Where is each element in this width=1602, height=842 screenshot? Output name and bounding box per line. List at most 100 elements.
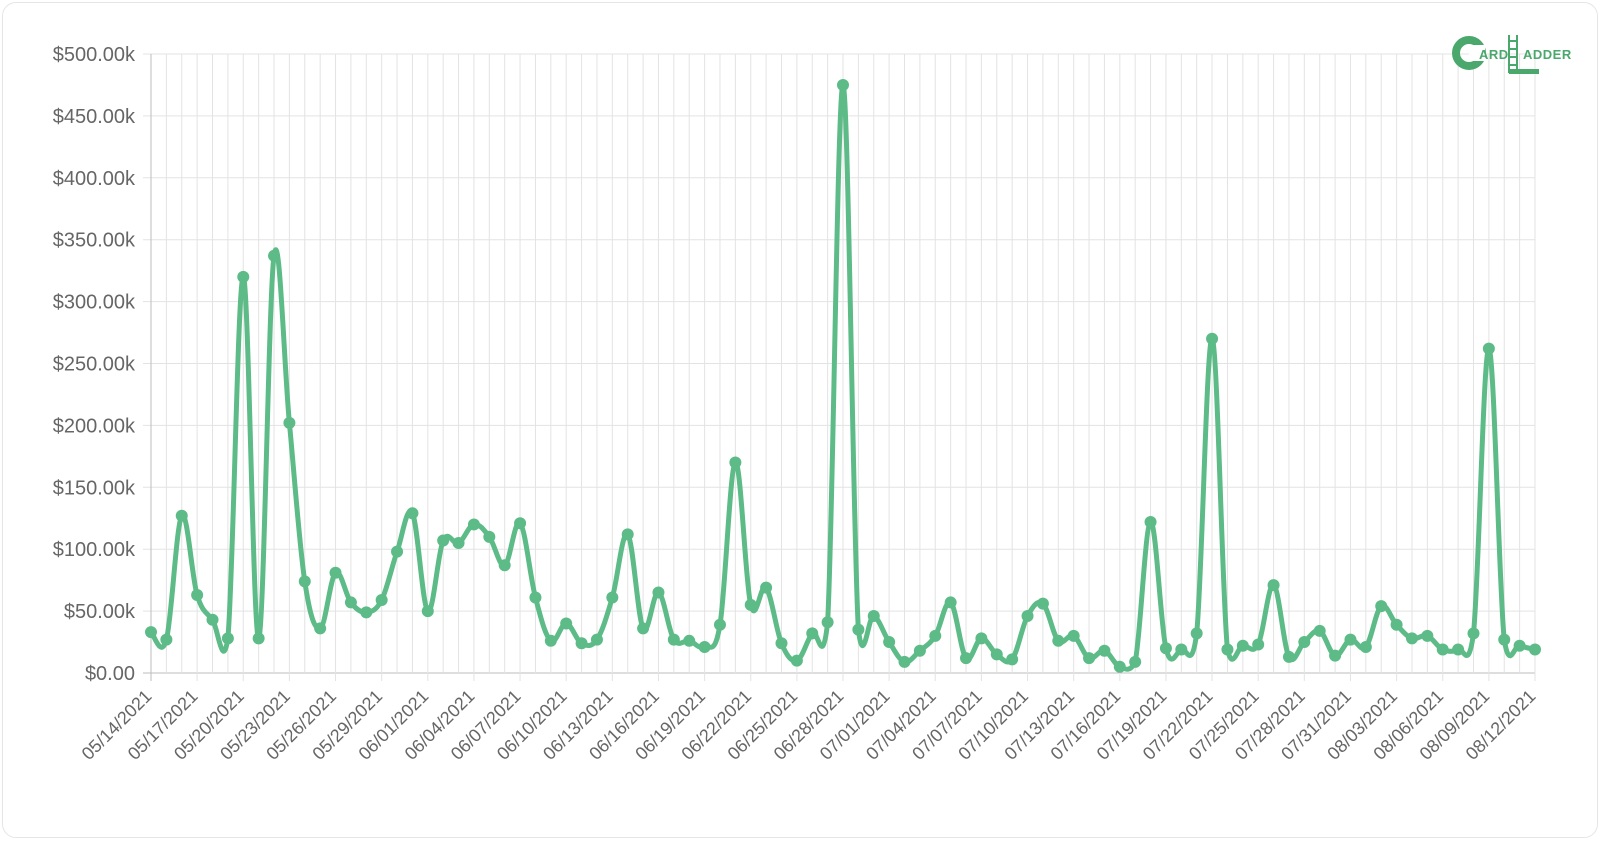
data-point[interactable] — [268, 249, 281, 262]
data-point[interactable] — [283, 416, 296, 429]
data-point[interactable] — [790, 654, 803, 667]
data-point[interactable] — [1175, 643, 1188, 656]
logo-icon — [1452, 35, 1539, 74]
data-point[interactable] — [191, 589, 204, 602]
data-point[interactable] — [975, 632, 988, 645]
y-tick-label: $450.00k — [53, 106, 136, 128]
data-point[interactable] — [1236, 639, 1249, 652]
data-point[interactable] — [1021, 610, 1034, 623]
data-point[interactable] — [621, 528, 634, 541]
y-tick-label: $400.00k — [53, 168, 136, 190]
data-point[interactable] — [314, 622, 327, 635]
data-point[interactable] — [1252, 638, 1265, 651]
data-point[interactable] — [1513, 639, 1526, 652]
data-point[interactable] — [1282, 650, 1295, 663]
data-point[interactable] — [960, 652, 973, 665]
data-point[interactable] — [1006, 653, 1019, 666]
data-point[interactable] — [175, 509, 188, 522]
data-point[interactable] — [375, 593, 388, 606]
data-point[interactable] — [252, 632, 265, 645]
data-point[interactable] — [1267, 579, 1280, 592]
data-point[interactable] — [867, 610, 880, 623]
data-point[interactable] — [560, 617, 573, 630]
data-point[interactable] — [1036, 597, 1049, 610]
data-point[interactable] — [1298, 636, 1311, 649]
data-point[interactable] — [775, 637, 788, 650]
data-point[interactable] — [606, 591, 619, 604]
data-point[interactable] — [990, 648, 1003, 661]
data-point[interactable] — [1113, 660, 1126, 673]
data-point[interactable] — [406, 507, 419, 520]
data-point[interactable] — [1390, 618, 1403, 631]
data-point[interactable] — [1144, 515, 1157, 528]
data-point[interactable] — [498, 559, 511, 572]
data-point[interactable] — [1529, 643, 1541, 656]
data-point[interactable] — [529, 591, 542, 604]
data-point[interactable] — [467, 518, 480, 531]
data-point[interactable] — [1313, 624, 1326, 637]
data-point[interactable] — [1098, 644, 1111, 657]
data-point[interactable] — [1083, 652, 1096, 665]
data-point[interactable] — [898, 655, 911, 668]
data-point[interactable] — [729, 456, 742, 469]
data-point[interactable] — [1421, 629, 1434, 642]
data-point[interactable] — [1329, 649, 1342, 662]
data-point[interactable] — [344, 596, 357, 609]
data-point[interactable] — [913, 644, 926, 657]
y-tick-label: $0.00 — [85, 663, 135, 685]
data-point[interactable] — [590, 633, 603, 646]
data-point[interactable] — [637, 622, 650, 635]
y-tick-label: $500.00k — [53, 44, 136, 66]
data-point[interactable] — [1482, 342, 1495, 355]
data-point[interactable] — [652, 586, 665, 599]
data-point[interactable] — [1375, 600, 1388, 613]
data-point[interactable] — [329, 566, 342, 579]
data-point[interactable] — [806, 627, 819, 640]
data-point[interactable] — [452, 537, 465, 550]
data-point[interactable] — [821, 616, 834, 629]
data-point[interactable] — [514, 517, 527, 530]
data-point[interactable] — [713, 618, 726, 631]
data-point[interactable] — [437, 534, 450, 547]
data-point[interactable] — [206, 613, 219, 626]
data-point[interactable] — [698, 641, 711, 654]
data-point[interactable] — [944, 596, 957, 609]
data-point[interactable] — [391, 545, 404, 558]
data-point[interactable] — [1190, 627, 1203, 640]
data-point[interactable] — [1206, 332, 1219, 345]
data-point[interactable] — [221, 632, 234, 645]
logo-text-right: ADDER — [1523, 47, 1572, 62]
data-point[interactable] — [237, 270, 250, 283]
data-point[interactable] — [1498, 633, 1511, 646]
data-point[interactable] — [575, 637, 588, 650]
data-point[interactable] — [837, 78, 849, 91]
data-point[interactable] — [852, 623, 865, 636]
data-point[interactable] — [360, 606, 373, 619]
data-point[interactable] — [483, 530, 496, 543]
data-point[interactable] — [1159, 642, 1172, 655]
data-point[interactable] — [145, 626, 157, 639]
data-point[interactable] — [883, 636, 896, 649]
data-point[interactable] — [1452, 643, 1465, 656]
data-point[interactable] — [298, 575, 311, 588]
data-point[interactable] — [1067, 629, 1080, 642]
data-point[interactable] — [1052, 634, 1065, 647]
data-point[interactable] — [1221, 643, 1234, 656]
cardladder-logo: ARD ADDER — [1451, 31, 1581, 79]
data-point[interactable] — [744, 598, 757, 611]
data-point[interactable] — [1344, 633, 1357, 646]
data-point[interactable] — [1129, 655, 1142, 668]
data-point[interactable] — [160, 633, 173, 646]
data-point[interactable] — [544, 634, 557, 647]
data-point[interactable] — [1359, 641, 1372, 654]
data-point[interactable] — [929, 629, 942, 642]
data-point[interactable] — [667, 633, 680, 646]
data-point[interactable] — [683, 634, 696, 647]
data-point[interactable] — [760, 581, 773, 594]
data-point[interactable] — [1436, 643, 1449, 656]
data-point[interactable] — [1467, 627, 1480, 640]
price-line-chart: $0.00 $50.00k $100.00k $150.00k $200.00k $250… — [53, 44, 1541, 764]
data-point[interactable] — [1405, 632, 1418, 645]
data-point[interactable] — [421, 605, 434, 618]
